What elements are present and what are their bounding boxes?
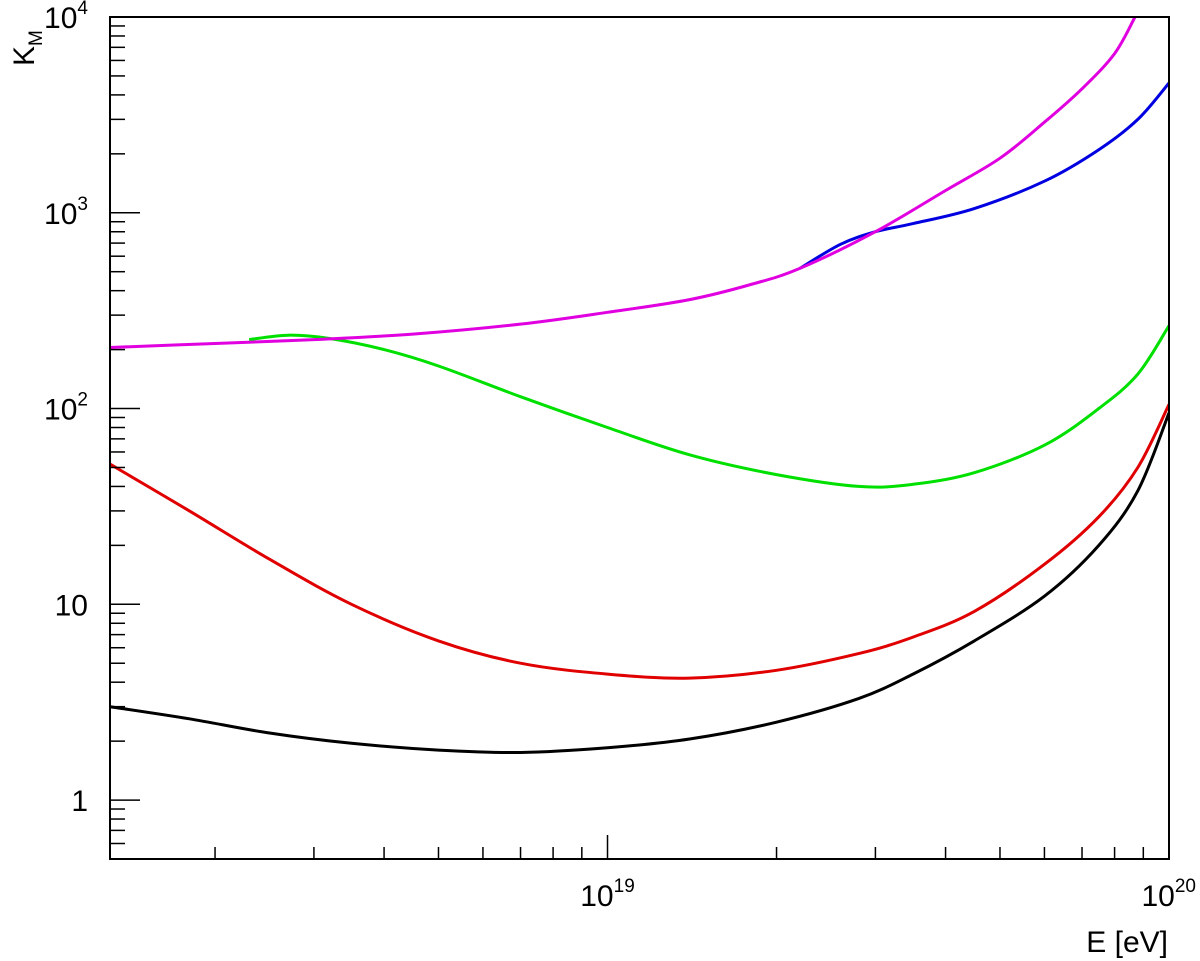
y-tick-label: 102 xyxy=(44,390,88,427)
y-tick-label: 10 xyxy=(55,589,88,622)
plot-frame xyxy=(109,16,1170,860)
x-tick-label-base: 10 xyxy=(1141,880,1174,913)
y-tick-label: 1 xyxy=(71,785,88,818)
x-axis-title: E [eV] xyxy=(1086,926,1168,959)
x-tick-label-exponent: 20 xyxy=(1175,876,1196,897)
series-line-4 xyxy=(799,82,1169,270)
series-line-1 xyxy=(110,412,1169,755)
series-line-2 xyxy=(110,403,1169,680)
y-tick-label-exponent: 4 xyxy=(77,0,88,19)
y-tick-label-base: 10 xyxy=(44,394,77,427)
y-tick-label-base: 10 xyxy=(55,589,88,622)
x-tick-label: 1019 xyxy=(580,876,635,913)
series-line-5 xyxy=(110,17,1137,349)
y-tick-label-base: 10 xyxy=(44,2,77,35)
y-tick-label: 104 xyxy=(44,0,88,35)
x-tick-labels: 1019 1020 xyxy=(580,876,1196,913)
y-tick-label-base: 10 xyxy=(44,198,77,231)
curves xyxy=(110,17,1169,755)
y-tick-label-base: 1 xyxy=(71,785,88,818)
y-tick-label-exponent: 2 xyxy=(77,390,88,411)
y-axis-title-subscript: M xyxy=(26,30,47,46)
x-tick-label-base: 10 xyxy=(580,880,613,913)
y-axis-title: KM xyxy=(8,30,47,66)
y-tick-label-exponent: 3 xyxy=(77,194,88,215)
y-axis-title-main: K xyxy=(8,46,41,66)
y-tick-label: 103 xyxy=(44,194,88,231)
x-tick-label-exponent: 19 xyxy=(614,876,635,897)
y-minor-ticks xyxy=(110,25,140,860)
x-tick-label: 1020 xyxy=(1141,876,1196,913)
series-line-3 xyxy=(248,324,1169,489)
x-minor-ticks xyxy=(214,835,1170,859)
